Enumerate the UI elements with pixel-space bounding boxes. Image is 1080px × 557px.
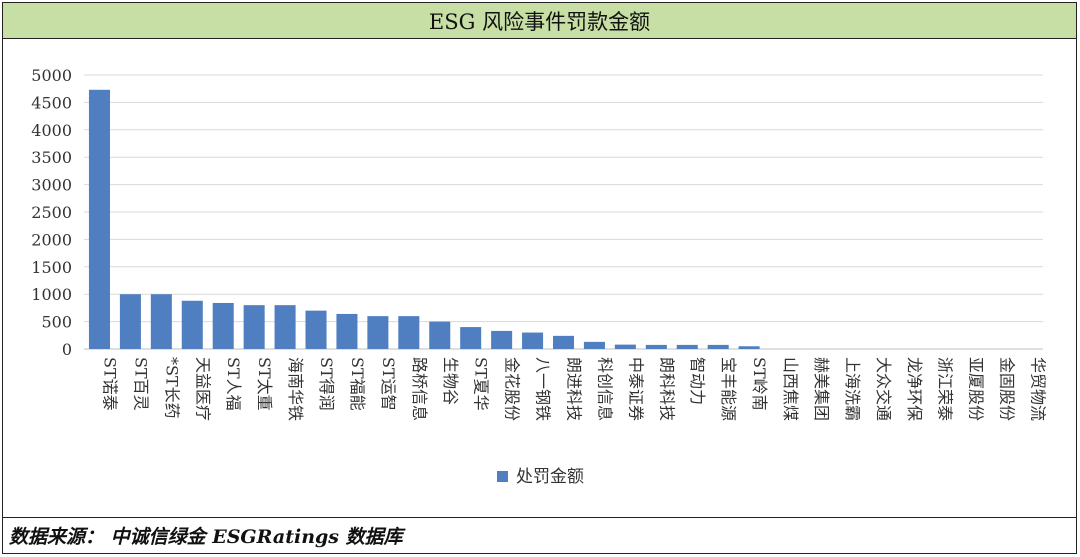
y-tick-label: 4000 — [31, 121, 72, 140]
chart-area: 0 500 1000 1500 2000 2500 3000 3500 4000 4500 5000… — [3, 39, 1076, 517]
bar — [274, 305, 296, 349]
y-tick-label: 0 — [62, 340, 72, 359]
y-tick-label: 4500 — [31, 93, 72, 112]
bar — [305, 310, 327, 349]
bar — [181, 300, 203, 349]
y-tick-label: 3000 — [31, 176, 72, 195]
bar — [522, 332, 544, 349]
x-tick-label: 龙净环保 — [905, 357, 924, 421]
bar — [398, 316, 420, 349]
bar — [150, 294, 172, 349]
bar — [491, 330, 513, 349]
x-tick-label: ST太重 — [255, 357, 274, 411]
x-tick-label: 朗科科技 — [657, 357, 676, 421]
x-tick-label: ST运智 — [379, 357, 398, 411]
x-tick-label: ST人福 — [224, 357, 243, 411]
x-tick-label: 生物谷 — [441, 357, 460, 405]
x-tick-label: 金花股份 — [503, 357, 522, 421]
x-tick-label: 天益医疗 — [193, 357, 212, 421]
x-tick-label: 宝丰能源 — [719, 357, 738, 421]
x-tick-label: 海南华铁 — [286, 357, 305, 421]
legend-swatch — [497, 471, 508, 482]
x-tick-label: 科创信息 — [595, 357, 614, 421]
y-tick-label: 2000 — [31, 230, 72, 249]
bar — [552, 335, 575, 349]
bar — [243, 305, 265, 349]
x-tick-label: ST得润 — [317, 357, 336, 411]
x-tick-label: *ST长药 — [162, 357, 181, 419]
x-tick-label: 赫美集团 — [812, 357, 831, 421]
bar — [738, 346, 760, 349]
bar-chart: 0 500 1000 1500 2000 2500 3000 3500 4000 4500 5000… — [31, 66, 1048, 487]
data-source-note: 数据来源： 中诚信绿金 ESGRatings 数据库 — [3, 517, 1076, 553]
bar — [614, 344, 636, 349]
y-tick-label: 1500 — [31, 258, 72, 277]
bar — [88, 89, 110, 349]
x-tick-label: 中泰证券 — [626, 357, 645, 421]
x-tick-label: 山西焦煤 — [781, 357, 800, 421]
y-tick-label: 1000 — [31, 285, 72, 304]
bar — [212, 302, 234, 349]
x-tick-label: 大众交通 — [874, 357, 893, 421]
y-tick-label: 3500 — [31, 148, 72, 167]
bar — [336, 313, 358, 349]
bar — [429, 321, 451, 349]
y-tick-label: 500 — [41, 313, 72, 332]
x-tick-label: 金固股份 — [998, 357, 1017, 421]
x-tick-label: 朗进科技 — [565, 357, 584, 421]
x-tick-label: ST夏华 — [472, 357, 491, 411]
x-tick-label: 八一钢铁 — [534, 357, 553, 421]
bar — [676, 344, 698, 349]
bar — [367, 316, 389, 349]
x-tick-label: 亚厦股份 — [967, 357, 986, 421]
x-tick-label: ST诺泰 — [100, 357, 119, 411]
x-tick-label: 智动力 — [688, 357, 707, 405]
x-tick-label: 华贸物流 — [1029, 357, 1048, 421]
bar — [119, 294, 141, 349]
bar — [460, 327, 482, 349]
y-tick-label: 2500 — [31, 203, 72, 222]
x-tick-label: ST岭南 — [750, 357, 769, 411]
bar — [645, 344, 667, 349]
x-tick-label: ST福能 — [348, 357, 367, 411]
x-tick-label: 上海洗霸 — [843, 357, 862, 421]
legend-label: 处罚金额 — [516, 467, 584, 487]
x-tick-label: ST百灵 — [131, 357, 150, 411]
x-tick-label: 浙江荣泰 — [936, 357, 955, 421]
chart-title: ESG 风险事件罚款金额 — [3, 3, 1076, 39]
bar — [707, 344, 729, 349]
y-tick-label: 5000 — [31, 66, 72, 85]
bar — [583, 341, 605, 349]
x-tick-label: 路桥信息 — [410, 357, 429, 421]
